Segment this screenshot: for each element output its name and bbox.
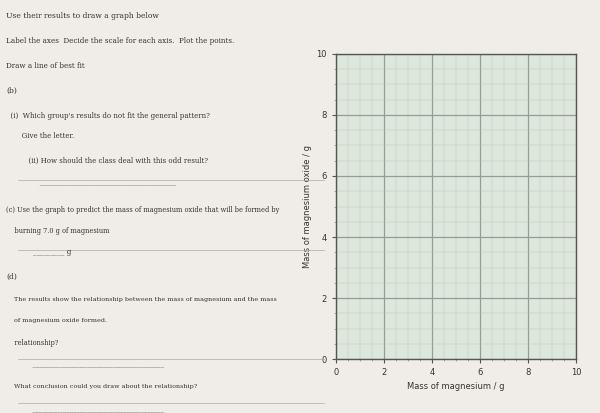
Text: Label the axes  Decide the scale for each axis.  Plot the points.: Label the axes Decide the scale for each…: [6, 37, 234, 45]
Text: _______________________________________: _______________________________________: [24, 405, 164, 413]
Text: burning 7.0 g of magnesium: burning 7.0 g of magnesium: [6, 227, 110, 235]
Text: Draw a line of best fit: Draw a line of best fit: [6, 62, 85, 70]
Text: (i)  Which group's results do not fit the general pattern?: (i) Which group's results do not fit the…: [6, 112, 210, 119]
Text: _______________________________________: _______________________________________: [24, 178, 176, 185]
Text: (b): (b): [6, 87, 17, 95]
Y-axis label: Mass of magnesium oxide / g: Mass of magnesium oxide / g: [304, 145, 313, 268]
Text: _______________________________________: _______________________________________: [24, 359, 164, 367]
Text: The results show the relationship between the mass of magnesium and the mass: The results show the relationship betwee…: [6, 297, 277, 302]
Text: (c) Use the graph to predict the mass of magnesium oxide that will be formed by: (c) Use the graph to predict the mass of…: [6, 206, 280, 214]
Text: Give the letter.: Give the letter.: [6, 132, 74, 140]
Text: Use their results to draw a graph below: Use their results to draw a graph below: [6, 12, 159, 20]
Text: (ii) How should the class deal with this odd result?: (ii) How should the class deal with this…: [24, 157, 208, 165]
Text: What conclusion could you draw about the relationship?: What conclusion could you draw about the…: [6, 384, 197, 389]
Text: (d): (d): [6, 273, 17, 280]
Text: relationship?: relationship?: [6, 339, 58, 347]
X-axis label: Mass of magnesium / g: Mass of magnesium / g: [407, 382, 505, 391]
Text: of magnesium oxide formed.: of magnesium oxide formed.: [6, 318, 107, 323]
Text: _________ g: _________ g: [24, 248, 71, 256]
